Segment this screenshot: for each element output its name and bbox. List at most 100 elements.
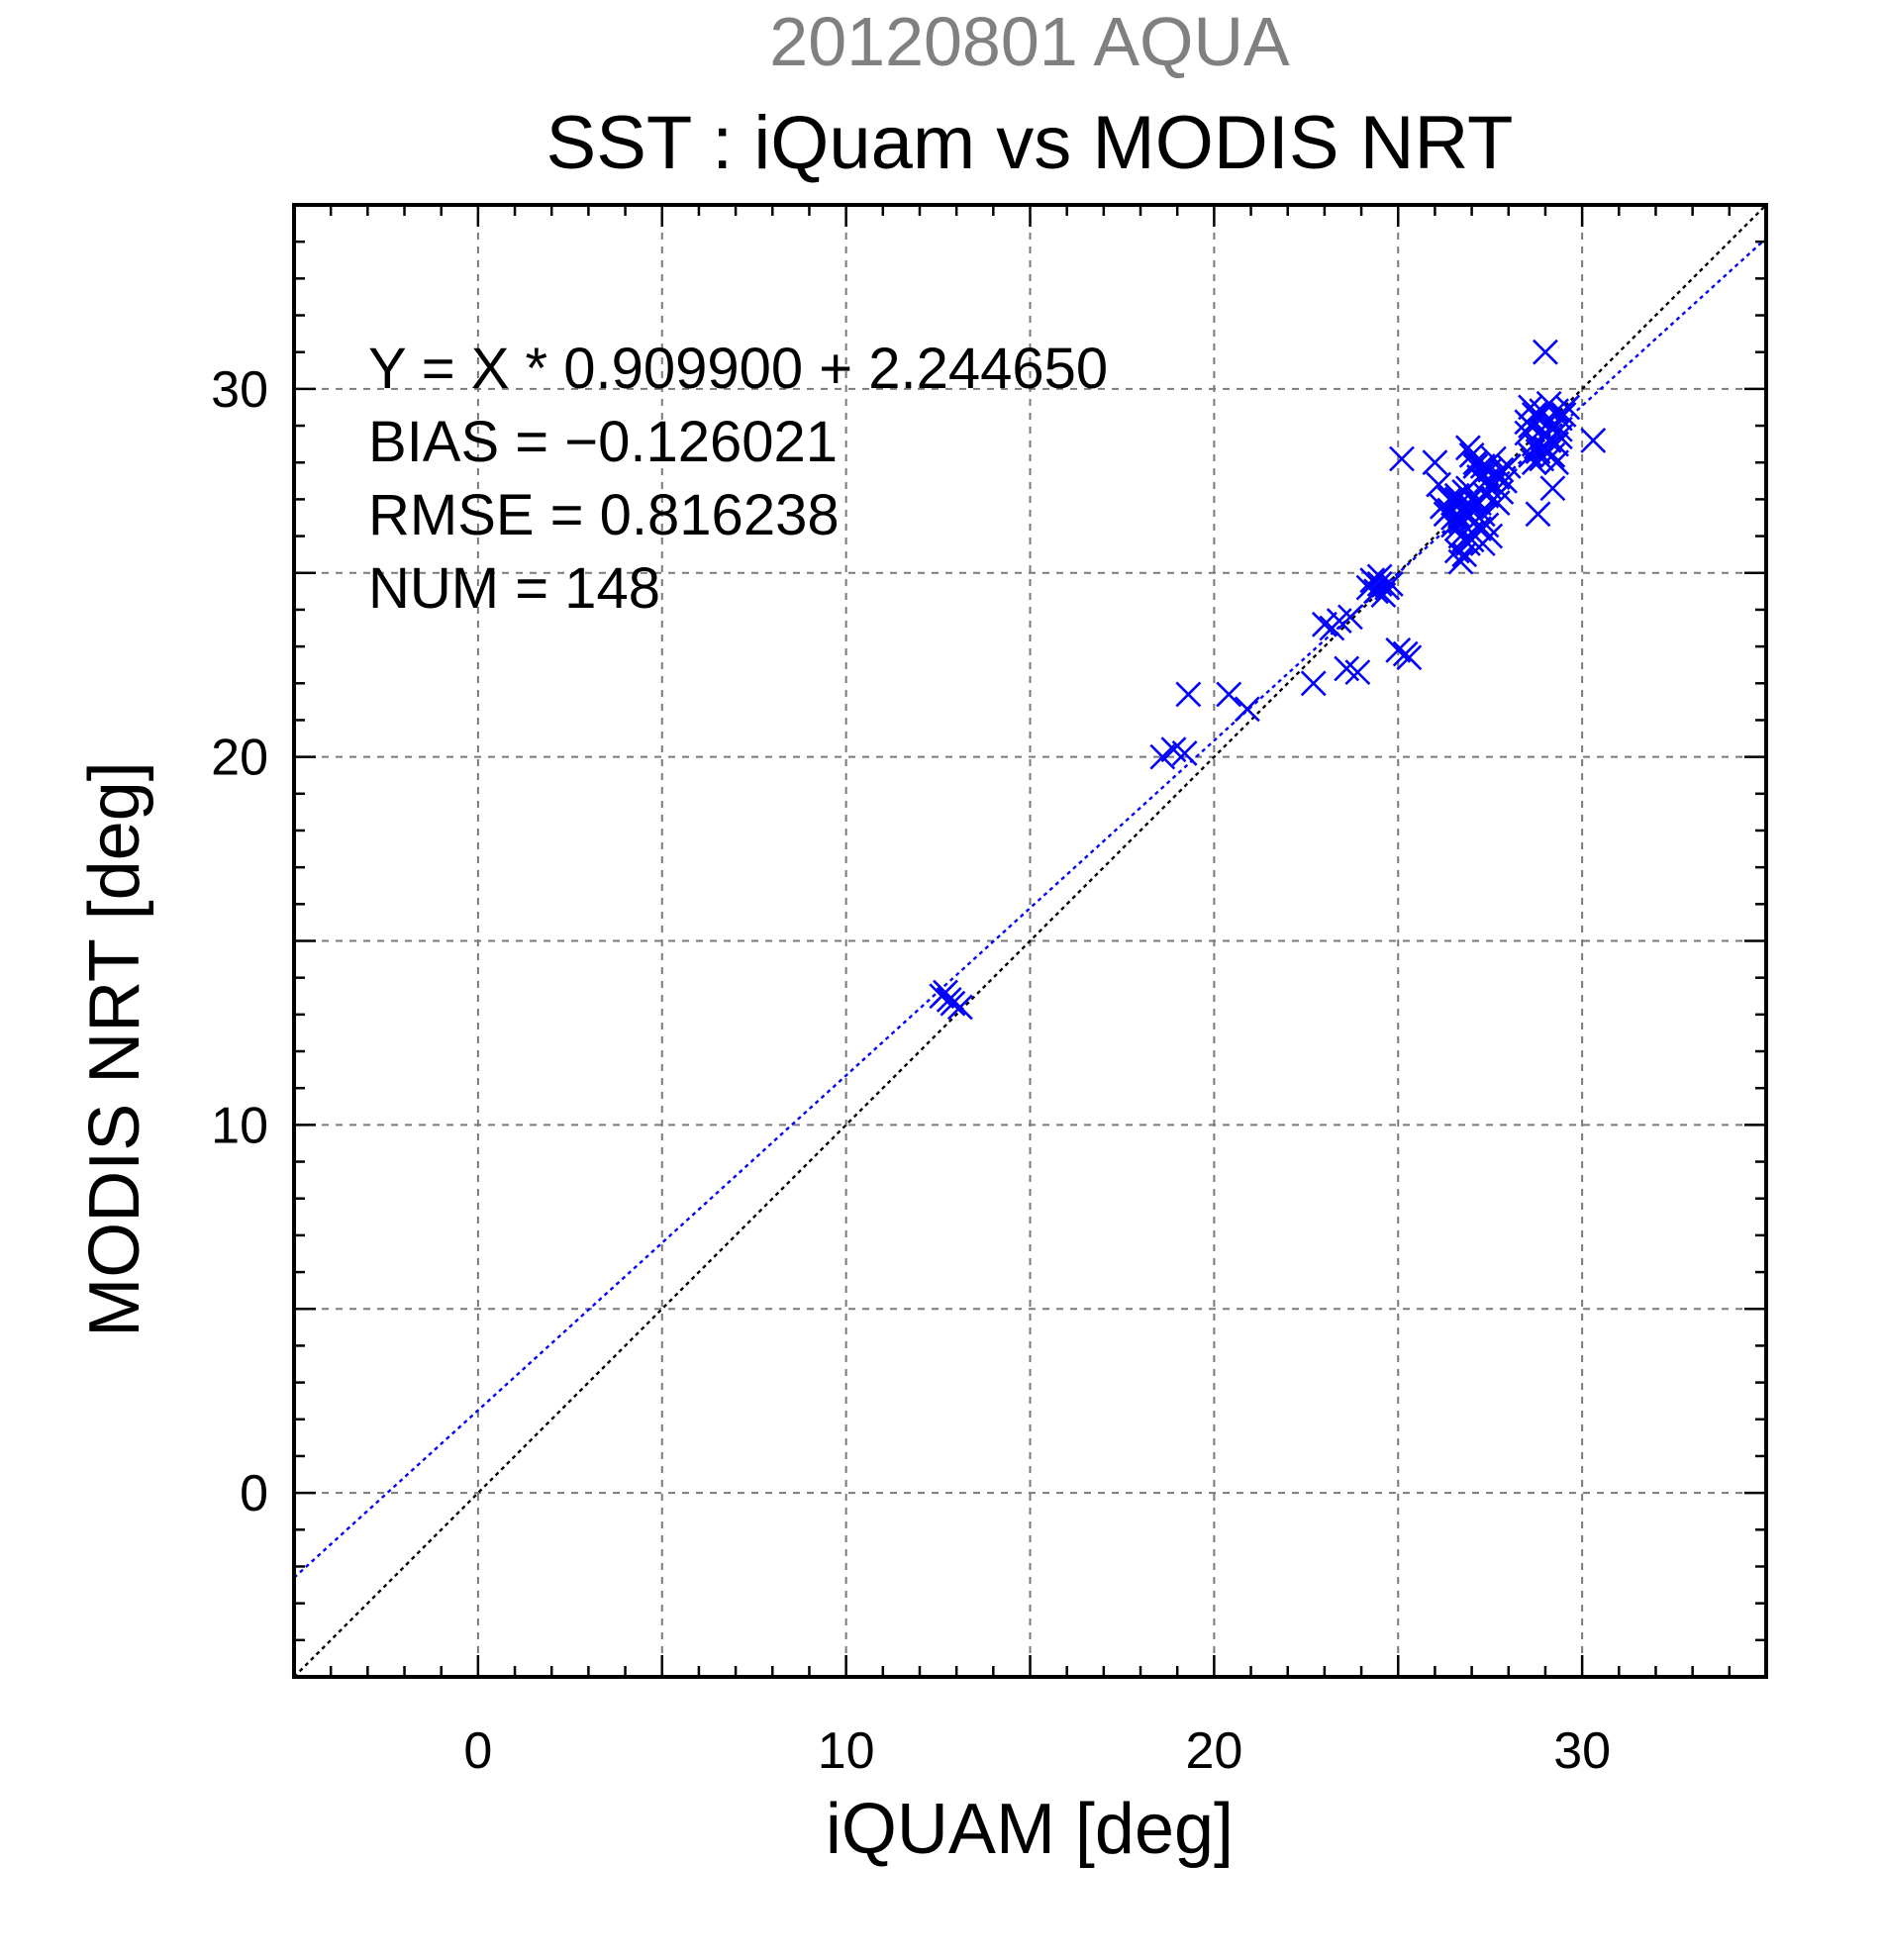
- data-point-stroke: [1543, 449, 1570, 476]
- data-point: [1234, 696, 1260, 723]
- y-tick-labels: 0 10 20 30: [211, 361, 268, 1522]
- data-point: [1389, 445, 1415, 472]
- chart-title: SST : iQuam vs MODIS NRT: [546, 101, 1514, 185]
- data-point-stroke: [933, 979, 958, 1006]
- stat-regression-equation: Y = X * 0.909900 + 2.244650: [368, 337, 1108, 401]
- data-point: [1466, 516, 1492, 542]
- x-axis-label: iQUAM [deg]: [826, 1790, 1234, 1869]
- stat-bias: BIAS = −0.126021: [368, 410, 838, 474]
- data-point: [1396, 644, 1423, 671]
- data-point: [1171, 739, 1198, 766]
- data-point-stroke: [1480, 445, 1507, 472]
- data-point-stroke: [1477, 475, 1504, 502]
- data-point-stroke: [1533, 339, 1558, 365]
- data-point-stroke: [1533, 420, 1558, 446]
- data-point: [1337, 604, 1363, 631]
- regression-line: [293, 237, 1767, 1579]
- data-point-stroke: [1469, 531, 1496, 556]
- data-point-stroke: [1473, 482, 1500, 509]
- data-point-stroke: [1447, 548, 1474, 575]
- identity-line: [293, 204, 1767, 1678]
- stat-count: NUM = 148: [368, 556, 660, 621]
- data-point-stroke: [1462, 508, 1489, 535]
- regression-stats: Y = X * 0.909900 + 2.244650 BIAS = −0.12…: [368, 337, 1108, 621]
- data-point-stroke: [1535, 390, 1562, 417]
- data-point: [933, 979, 958, 1006]
- data-point-stroke: [1160, 736, 1187, 763]
- y-tick-label: 10: [211, 1097, 268, 1154]
- data-point: [1385, 637, 1412, 663]
- data-point: [1533, 339, 1558, 365]
- data-points: [929, 339, 1607, 1021]
- plot-frame: [292, 203, 1768, 1679]
- data-point-stroke: [1311, 611, 1337, 637]
- data-point: [1535, 390, 1562, 417]
- data-point: [1344, 659, 1371, 686]
- y-axis-label: MODIS NRT [deg]: [75, 761, 154, 1337]
- data-point-stroke: [1216, 681, 1242, 708]
- data-point: [1495, 453, 1522, 479]
- x-tick-label: 0: [463, 1722, 492, 1780]
- data-point-stroke: [1462, 449, 1489, 476]
- x-tick-label: 20: [1185, 1722, 1242, 1780]
- y-tick-label: 0: [240, 1465, 268, 1522]
- data-point: [1473, 482, 1500, 509]
- data-point: [1311, 611, 1337, 637]
- data-point: [1216, 681, 1242, 708]
- data-point: [1426, 471, 1452, 498]
- data-point-stroke: [940, 990, 966, 1017]
- data-point: [1454, 435, 1481, 461]
- data-point-stroke: [1546, 424, 1573, 450]
- data-point: [1175, 681, 1202, 708]
- data-point-stroke: [1443, 538, 1470, 564]
- data-point: [1366, 563, 1393, 590]
- data-point-stroke: [1443, 501, 1470, 528]
- data-point: [1149, 743, 1176, 770]
- data-point: [1546, 424, 1573, 450]
- data-point-stroke: [1149, 743, 1176, 770]
- data-point-stroke: [1337, 604, 1363, 631]
- data-point: [1477, 475, 1504, 502]
- data-point: [1521, 401, 1547, 428]
- data-point-stroke: [1469, 453, 1496, 479]
- reference-lines: [293, 204, 1767, 1678]
- data-point-stroke: [1495, 453, 1522, 479]
- data-point: [1377, 570, 1404, 597]
- data-point-stroke: [1525, 501, 1551, 528]
- data-point-stroke: [1454, 435, 1481, 461]
- data-point-stroke: [1366, 563, 1393, 590]
- data-point: [1443, 482, 1470, 509]
- data-point: [1525, 501, 1551, 528]
- data-point: [1533, 420, 1558, 446]
- data-point: [940, 990, 966, 1017]
- data-point-stroke: [1366, 570, 1393, 597]
- data-point-stroke: [1422, 449, 1448, 476]
- data-point: [1422, 449, 1448, 476]
- data-point-stroke: [1334, 655, 1360, 682]
- data-point-stroke: [1546, 416, 1573, 442]
- data-point-stroke: [1518, 394, 1543, 421]
- data-point-stroke: [1171, 739, 1198, 766]
- data-point-stroke: [1234, 696, 1260, 723]
- data-point-stroke: [1396, 644, 1423, 671]
- data-point-stroke: [1466, 516, 1492, 542]
- x-tick-labels: 0 10 20 30: [463, 1722, 1611, 1780]
- data-point-stroke: [1518, 441, 1543, 468]
- data-point-stroke: [1344, 659, 1371, 686]
- x-tick-label: 10: [818, 1722, 875, 1780]
- data-point-stroke: [1300, 670, 1327, 697]
- data-point-stroke: [1458, 527, 1485, 553]
- data-point-stroke: [1521, 401, 1547, 428]
- data-point-stroke: [1580, 428, 1607, 453]
- x-tick-label: 30: [1553, 1722, 1611, 1780]
- data-point-stroke: [1539, 475, 1566, 502]
- data-point-stroke: [946, 994, 973, 1021]
- data-point: [1458, 527, 1485, 553]
- data-point: [1300, 670, 1327, 697]
- y-tick-label: 30: [211, 361, 268, 419]
- data-point-stroke: [1426, 471, 1452, 498]
- data-point-stroke: [1488, 479, 1515, 505]
- data-point: [1546, 416, 1573, 442]
- data-point: [1447, 548, 1474, 575]
